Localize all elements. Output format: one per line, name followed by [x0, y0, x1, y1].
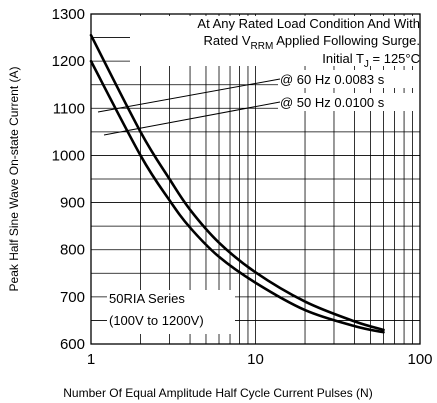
series-name-line-2: (100V to 1200V) [109, 313, 204, 328]
condition-line-2-pre: Rated V [204, 33, 251, 48]
x-tick-labels: 1 10 100 [87, 351, 433, 368]
x-tick-label: 100 [407, 351, 432, 368]
y-tick-label: 1300 [52, 6, 85, 23]
y-tick-labels: 600 700 800 900 1000 1100 1200 1300 [52, 6, 85, 353]
condition-line-2-sub: RRM [251, 41, 274, 52]
x-tick-label: 10 [247, 351, 264, 368]
x-axis-label: Number Of Equal Amplitude Half Cycle Cur… [63, 386, 372, 400]
condition-text-background [130, 16, 422, 66]
y-tick-label: 800 [60, 242, 85, 259]
condition-line-3-pre: Initial T [322, 51, 364, 66]
y-axis-label: Peak Half Sine Wave On-state Current (A) [7, 67, 21, 292]
curve-50hz [89, 59, 385, 334]
condition-line-2-post: Applied Following Surge. [273, 33, 420, 48]
leader-line-50hz [103, 101, 281, 136]
leader-line-60hz [97, 78, 281, 113]
condition-line-3-post: = 125°C [369, 51, 420, 66]
series-50hz-label: @ 50 Hz 0.0100 s [280, 95, 385, 110]
y-tick-label: 1000 [52, 147, 85, 164]
series-name-line-1: 50RIA Series [109, 291, 185, 306]
condition-line-2: Rated VRRM Applied Following Surge. [204, 33, 420, 52]
series-name-background [107, 290, 235, 334]
y-tick-label: 600 [60, 336, 85, 353]
y-tick-label: 1200 [52, 53, 85, 70]
y-tick-label: 1100 [53, 100, 85, 117]
condition-line-1: At Any Rated Load Condition And With [197, 16, 420, 31]
curves [89, 33, 385, 334]
y-tick-label: 700 [60, 289, 85, 306]
curve-60hz [89, 33, 385, 332]
condition-line-3: Initial TJ = 125°C [322, 51, 420, 70]
y-tick-label: 900 [60, 195, 85, 212]
grid-lines [91, 14, 420, 344]
condition-line-3-sub: J [364, 59, 369, 70]
annotations: At Any Rated Load Condition And With Rat… [97, 16, 422, 334]
series-60hz-label: @ 60 Hz 0.0083 s [280, 72, 385, 87]
series-50hz-label-background [278, 93, 420, 111]
series-60hz-label-background [278, 70, 420, 88]
plot-frame [90, 13, 421, 345]
x-tick-label: 1 [87, 351, 95, 368]
